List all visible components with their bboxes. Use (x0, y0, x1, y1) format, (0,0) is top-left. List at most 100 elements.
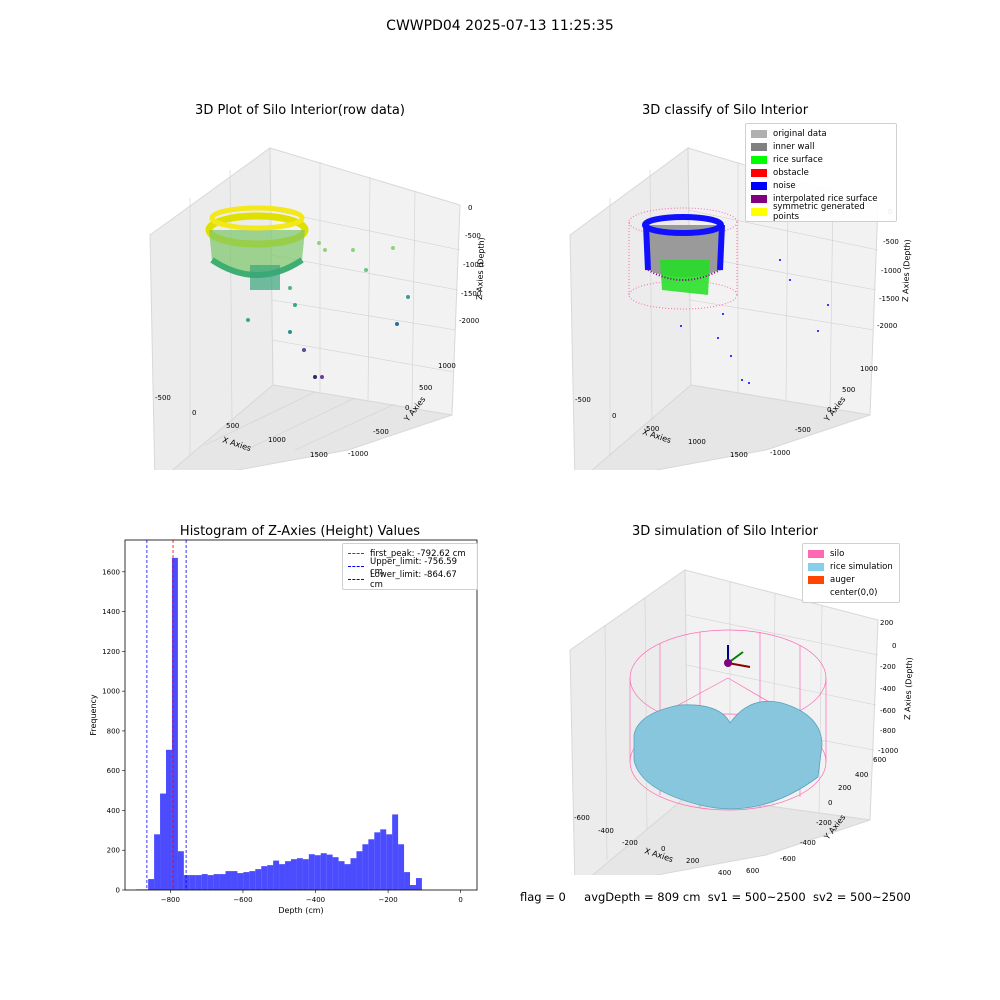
sim-z-tick: -600 (880, 707, 896, 715)
histogram-y-label: Frequency (89, 694, 98, 736)
histogram-bar (249, 871, 256, 890)
raw-z-tick: 0 (468, 204, 472, 212)
status-avg-depth: avgDepth = 809 cm (584, 890, 701, 904)
histogram-bar (338, 861, 345, 890)
legend-item: silo (808, 547, 894, 560)
raw-z-tick: -1000 (463, 261, 483, 269)
raw-3d-plot[interactable]: -500 0 500 1000 1500 -1000 -500 0 500 10… (130, 130, 500, 470)
histogram-y-tick: 1200 (102, 648, 120, 656)
legend-item: obstacle (751, 166, 891, 179)
raw-outlier-points (246, 241, 410, 379)
sim-z-tick: 0 (892, 642, 896, 650)
histogram-bar (404, 872, 411, 890)
histogram-bar (189, 875, 196, 890)
sim-y-tick: -400 (800, 839, 816, 847)
raw-ring-points (205, 205, 309, 290)
sim-x-tick: 600 (746, 867, 759, 875)
histogram-bar (160, 793, 167, 890)
histogram-bar (237, 873, 244, 890)
histogram-x-tick: −400 (306, 896, 325, 904)
histogram-bar (410, 885, 416, 890)
histogram-chart[interactable]: −800 −600 −400 −200 0 0 200 400 600 800 1000 1200 1… (80, 530, 490, 920)
histogram-y-tick: 800 (107, 727, 120, 735)
histogram-y-tick: 0 (116, 887, 120, 895)
status-sv2: sv2 = 500~2500 (812, 890, 911, 904)
histogram-bar (219, 874, 226, 890)
raw-y-tick: 0 (405, 404, 409, 412)
histogram-bar (374, 832, 381, 890)
histogram-x-tick: −800 (161, 896, 180, 904)
classify-z-tick: -500 (883, 238, 899, 246)
histogram-bar (267, 865, 274, 890)
simulation-legend: silo rice simulation auger center(0,0) (802, 543, 900, 603)
histogram-bar (314, 855, 321, 890)
classify-y-tick: 0 (827, 406, 831, 414)
histogram-bar (207, 875, 214, 890)
histogram-y-tick: 1600 (102, 568, 120, 576)
sim-x-tick: 0 (661, 845, 665, 853)
legend-item: inner wall (751, 140, 891, 153)
raw-x-tick: 1000 (268, 436, 286, 444)
classify-x-tick: 0 (612, 412, 616, 420)
legend-item: first_peak: -792.62 cm (348, 547, 472, 560)
histogram-y-tick: 1400 (102, 608, 120, 616)
sim-z-tick: -800 (880, 727, 896, 735)
sim-z-label: Z Axies (Depth) (903, 657, 914, 720)
sim-x-tick: 200 (686, 857, 699, 865)
classify-x-tick: 500 (646, 425, 659, 433)
histogram-bar (296, 858, 303, 890)
raw-plot-title: 3D Plot of Silo Interior(row data) (195, 103, 405, 118)
sim-z-tick: -200 (880, 663, 896, 671)
legend-item: interpolated rice surface (751, 192, 891, 205)
histogram-bar (398, 844, 405, 890)
histogram-bar (392, 814, 399, 890)
sim-x-tick: -400 (598, 827, 614, 835)
legend-item: rice surface (751, 153, 891, 166)
raw-z-tick: -500 (465, 232, 481, 240)
histogram-bar (285, 861, 291, 890)
histogram-y-tick: 1000 (102, 688, 120, 696)
classify-x-tick: 1500 (730, 451, 748, 459)
histogram-y-tick: 400 (107, 807, 120, 815)
histogram-bar (195, 875, 202, 890)
histogram-x-tick: −200 (378, 896, 397, 904)
histogram-bar (302, 859, 309, 890)
sim-x-tick: 400 (718, 869, 731, 875)
auger-marker (724, 645, 751, 668)
histogram-bar (225, 871, 232, 890)
raw-y-tick: 1000 (438, 362, 456, 370)
classify-z-tick: -1500 (879, 295, 899, 303)
simulation-plot-title: 3D simulation of Silo Interior (632, 524, 818, 539)
classify-x-tick: 1000 (688, 438, 706, 446)
histogram-bar (362, 844, 369, 890)
raw-y-tick: -1000 (348, 450, 368, 458)
status-flag: flag = 0 (520, 890, 566, 904)
sim-x-tick: -200 (622, 839, 638, 847)
histogram-y-tick: 200 (107, 847, 120, 855)
raw-x-tick: 500 (226, 422, 239, 430)
classify-z-label: Z Axies (Depth) (901, 239, 912, 302)
classify-legend: original data inner wall rice surface ob… (745, 123, 897, 222)
legend-item: original data (751, 127, 891, 140)
status-line: flag = 0 avgDepth = 809 cm sv1 = 500~250… (520, 890, 911, 904)
histogram-bar (243, 872, 250, 890)
sim-y-tick: -600 (780, 855, 796, 863)
histogram-bar (332, 857, 339, 890)
histogram-bar (320, 853, 327, 890)
legend-item: symmetric generated points (751, 202, 891, 222)
histogram-bar (273, 860, 280, 890)
histogram-bar (356, 851, 363, 890)
classify-plot-title: 3D classify of Silo Interior (641, 103, 809, 118)
histogram-bar (350, 858, 357, 890)
classify-y-tick: -1000 (770, 449, 790, 457)
simulation-3d-plot[interactable]: -600 -400 -200 0 200 400 600 -600 -400 -… (560, 555, 930, 875)
classify-3d-plot[interactable]: -500 0 500 1000 1500 -1000 -500 0 500 10… (560, 130, 930, 470)
histogram-bar (183, 875, 190, 890)
histogram-x-tick: 0 (458, 896, 462, 904)
classify-noise-points (680, 259, 829, 384)
legend-item: Upper_limit: -756.59 cm (348, 557, 472, 577)
raw-y-tick: 500 (419, 384, 432, 392)
sim-x-tick: -600 (574, 814, 590, 822)
classify-x-tick: -500 (575, 396, 591, 404)
classify-z-tick: -2000 (877, 322, 897, 330)
